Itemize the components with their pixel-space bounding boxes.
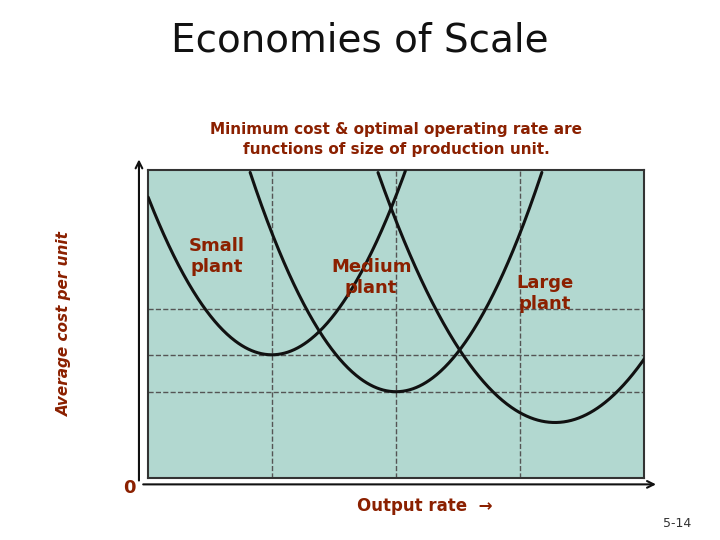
Text: functions of size of production unit.: functions of size of production unit. — [243, 142, 549, 157]
Text: Small
plant: Small plant — [189, 237, 245, 276]
Text: 5-14: 5-14 — [663, 517, 691, 530]
Text: Output rate  →: Output rate → — [357, 497, 492, 515]
Text: Medium
plant: Medium plant — [331, 259, 411, 297]
Text: Minimum cost & optimal operating rate are: Minimum cost & optimal operating rate ar… — [210, 122, 582, 137]
Text: Economies of Scale: Economies of Scale — [171, 22, 549, 59]
Text: 0: 0 — [123, 478, 136, 497]
Text: Average cost per unit: Average cost per unit — [58, 232, 72, 416]
Text: Large
plant: Large plant — [516, 274, 574, 313]
